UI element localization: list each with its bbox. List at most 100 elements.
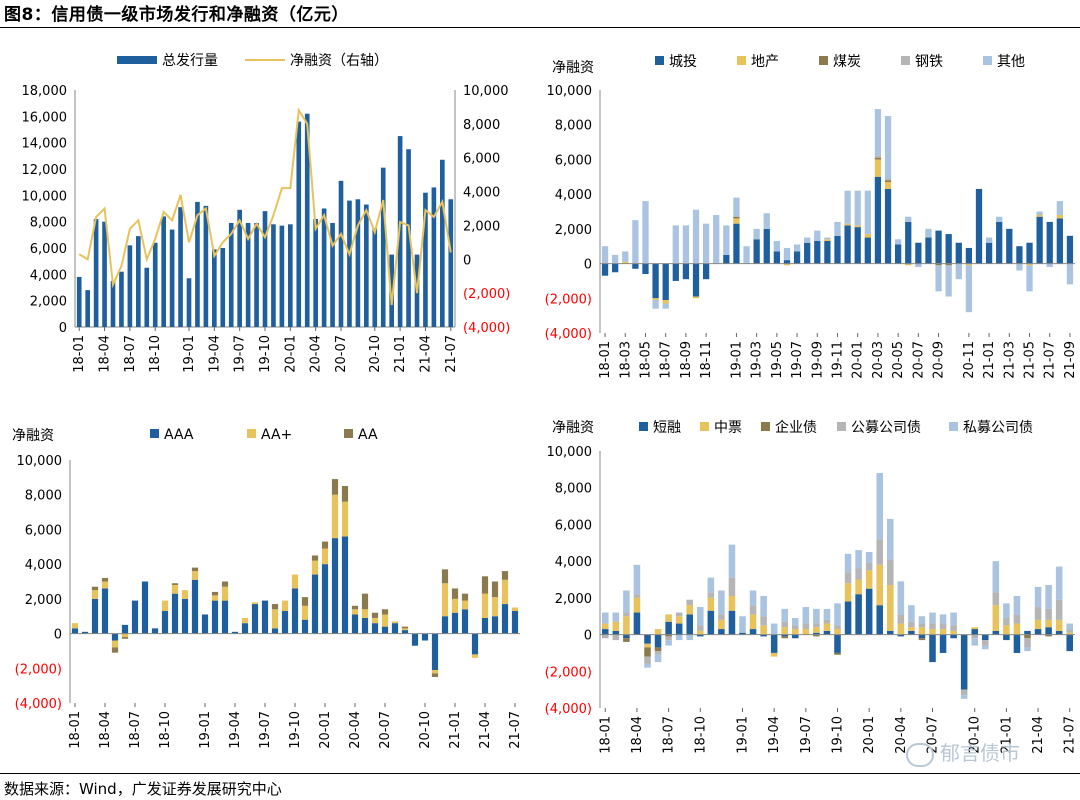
chart3-bar-aaa bbox=[441, 616, 449, 634]
chart3-x-tick-label-21-04: 21-04 bbox=[478, 711, 493, 749]
chart4-bar-短融 bbox=[823, 630, 831, 635]
chart4-bar-企业债 bbox=[644, 647, 651, 657]
chart3-bar-aaa bbox=[321, 564, 329, 634]
chart4-bar-短融 bbox=[718, 629, 725, 635]
chart3-bar-aa bbox=[271, 604, 279, 610]
chart2-x-tick-label-18-03: 18-03 bbox=[618, 341, 633, 379]
chart4-bar-公募公司债 bbox=[982, 640, 989, 646]
chart3-x-tick-label-19-07: 19-07 bbox=[258, 711, 273, 749]
chart4-y-axis-tick-label-4-000: 4,000 bbox=[555, 555, 592, 570]
chart3-bar-aaa bbox=[311, 574, 319, 634]
chart3-bar-aa- bbox=[441, 583, 449, 617]
chart3-x-tick-label-20-10: 20-10 bbox=[418, 711, 433, 749]
chart2-bar-城投 bbox=[672, 263, 679, 281]
chart2-bar-城投 bbox=[642, 263, 649, 274]
chart4-bar-中票 bbox=[939, 629, 947, 635]
chart4-x-tick-label-19-07: 19-07 bbox=[799, 716, 814, 754]
chart2-y-axis-tick-label--4-000-: (4,000) bbox=[545, 327, 592, 342]
chart1-right-axis-tick-label-8-000: 8,000 bbox=[463, 118, 500, 133]
chart2-x-tick-label-18-07: 18-07 bbox=[659, 341, 674, 379]
chart2-y-axis-tick-label-8-000: 8,000 bbox=[555, 119, 592, 134]
chart2-bar-煤炭 bbox=[935, 263, 942, 266]
chart2-bar-其他 bbox=[682, 225, 690, 264]
chart2-y-axis-tick-label-2-000: 2,000 bbox=[555, 223, 592, 238]
chart2-y-axis-tick-label-10-000: 10,000 bbox=[547, 84, 593, 99]
chart2-bar-城投 bbox=[692, 263, 700, 297]
chart4-bar-公募公司债 bbox=[718, 614, 725, 620]
chart1-bar-total-issuance bbox=[448, 199, 454, 327]
chart4-x-tick-label-19-04: 19-04 bbox=[767, 716, 782, 754]
chart3-bar-aaa bbox=[471, 633, 479, 655]
chart2-bar-煤炭 bbox=[733, 216, 740, 219]
chart3-bar-aa bbox=[381, 609, 389, 615]
chart1-x-tick-label-21-01: 21-01 bbox=[393, 335, 408, 373]
chart2-bar-其他 bbox=[612, 254, 619, 264]
chart4-bar-私募公司债 bbox=[897, 581, 905, 615]
chart4-bar-短融 bbox=[1034, 629, 1042, 635]
chart3-bar-aaa bbox=[461, 609, 469, 634]
chart2-x-tick-label-18-05: 18-05 bbox=[638, 341, 653, 379]
chart4-bar-中票 bbox=[749, 614, 757, 630]
chart4-bar-短融 bbox=[834, 634, 841, 653]
chart4-bar-公募公司债 bbox=[781, 621, 788, 628]
chart4-bar-中票 bbox=[802, 629, 810, 635]
chart3-bar-aa bbox=[491, 581, 499, 598]
chart4-bar-中票 bbox=[770, 652, 778, 657]
chart3-x-tick-label-18-04: 18-04 bbox=[98, 711, 113, 749]
chart2-bar-地产 bbox=[1026, 263, 1033, 266]
chart4-bar-公募公司债 bbox=[802, 623, 810, 630]
chart2-bar-其他 bbox=[824, 237, 831, 240]
chart2-bar-城投 bbox=[895, 244, 902, 264]
chart3-bar-aaa bbox=[71, 628, 79, 634]
chart3-bar-aa- bbox=[461, 600, 469, 610]
chart4-bar-公募公司债 bbox=[929, 623, 936, 630]
chart1-x-tick-label-18-10: 18-10 bbox=[148, 335, 163, 373]
chart4-x-tick-label-20-04: 20-04 bbox=[894, 716, 909, 754]
chart4-bar-中票 bbox=[781, 627, 788, 635]
chart3-bar-aa bbox=[481, 576, 489, 594]
chart3-bar-aa bbox=[431, 673, 439, 677]
chart4-bar-私募公司债 bbox=[654, 654, 662, 663]
chart1-left-axis-tick-label-6-000: 6,000 bbox=[30, 242, 67, 257]
chart1-right-axis-tick-label-4-000: 4,000 bbox=[463, 186, 500, 201]
chart4-bar-公募公司债 bbox=[644, 656, 651, 664]
chart4-bar-企业债 bbox=[813, 634, 820, 637]
chart1-bar-total-issuance bbox=[93, 219, 99, 327]
chart3-bar-aa- bbox=[391, 621, 399, 624]
chart1-left-axis-tick-label-2-000: 2,000 bbox=[30, 295, 67, 310]
chart2-x-tick-label-18-11: 18-11 bbox=[699, 341, 714, 379]
chart4-bar-中票 bbox=[654, 629, 662, 635]
chart-issuance-netfinancing: 总发行量 净融资（右轴） 0 2,000 4,000 6,000 8,000 10,000… bbox=[22, 53, 511, 373]
chart4-bar-私募公司债 bbox=[823, 608, 831, 620]
chart4-bar-公募公司债 bbox=[918, 623, 926, 628]
chart3-bar-aa bbox=[121, 637, 129, 639]
chart4-bar-短融 bbox=[1003, 634, 1010, 641]
chart4-bar-私募公司债 bbox=[887, 518, 894, 560]
chart3-x-tick-label-20-07: 20-07 bbox=[378, 711, 393, 749]
chart1-bar-total-issuance bbox=[313, 219, 318, 327]
chart2-bar-城投 bbox=[925, 237, 932, 264]
chart4-x-tick-label-18-04: 18-04 bbox=[630, 716, 645, 754]
chart3-bar-aa bbox=[331, 479, 339, 495]
chart2-bar-其他 bbox=[642, 201, 649, 264]
chart4-bar-公募公司债 bbox=[675, 612, 683, 617]
chart3-bar-aa bbox=[451, 588, 459, 599]
chart2-legend-label-地产: 地产 bbox=[751, 54, 779, 70]
chart4-x-tick-label-21-07: 21-07 bbox=[1063, 716, 1078, 754]
chart2-x-tick-label-19-05: 19-05 bbox=[770, 341, 785, 379]
chart3-bar-aa- bbox=[271, 609, 279, 629]
chart4-bar-中票 bbox=[813, 627, 820, 633]
chart3-bar-aa bbox=[341, 486, 349, 502]
chart2-bar-城投 bbox=[844, 225, 851, 264]
chart3-y-axis-tick-label-8-000: 8,000 bbox=[25, 489, 62, 504]
chart2-bar-其他 bbox=[985, 237, 993, 243]
chart3-bar-aaa bbox=[271, 628, 279, 634]
chart1-bar-total-issuance bbox=[152, 242, 158, 327]
chart2-bar-其他 bbox=[854, 190, 861, 226]
chart2-bar-城投 bbox=[905, 221, 912, 264]
chart4-bar-企业债 bbox=[623, 638, 630, 642]
chart3-y-axis-tick-label-6-000: 6,000 bbox=[25, 523, 62, 538]
chart1-bar-total-issuance bbox=[347, 200, 352, 327]
chart2-x-tick-label-18-01: 18-01 bbox=[598, 341, 613, 379]
chart3-bar-aaa bbox=[411, 633, 419, 646]
